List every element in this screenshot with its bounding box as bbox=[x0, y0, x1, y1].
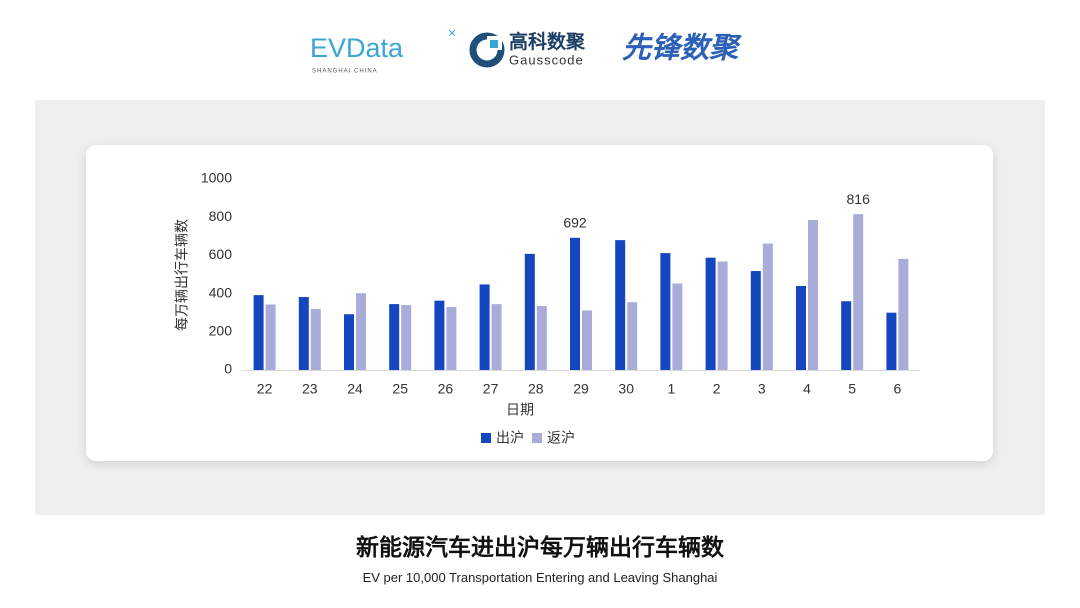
bar bbox=[253, 295, 264, 370]
bar bbox=[570, 237, 580, 370]
data-label: 692 bbox=[563, 215, 587, 231]
bar bbox=[762, 243, 773, 370]
x-tick-label: 22 bbox=[257, 381, 273, 397]
legend-label: 出沪 bbox=[496, 430, 524, 446]
bar bbox=[672, 283, 683, 370]
bar bbox=[265, 304, 276, 370]
bar bbox=[750, 271, 761, 370]
x-tick-label: 26 bbox=[438, 381, 454, 397]
legend-label: 返沪 bbox=[547, 430, 575, 446]
x-axis-label: 日期 bbox=[506, 402, 534, 418]
bar bbox=[705, 257, 716, 370]
bar bbox=[310, 308, 321, 370]
bar bbox=[582, 310, 592, 370]
bar bbox=[853, 214, 864, 370]
y-tick-label: 200 bbox=[209, 323, 233, 339]
bar bbox=[796, 285, 806, 370]
bar bbox=[841, 301, 852, 370]
bar bbox=[491, 304, 502, 370]
bar bbox=[808, 220, 818, 370]
x-tick-label: 3 bbox=[758, 381, 766, 397]
x-tick-label: 6 bbox=[894, 381, 902, 397]
bar bbox=[479, 284, 490, 370]
bar bbox=[401, 305, 412, 370]
x-tick-label: 29 bbox=[573, 381, 589, 397]
bar bbox=[344, 314, 354, 370]
bar bbox=[717, 261, 728, 370]
y-tick-label: 1000 bbox=[201, 170, 232, 186]
x-tick-label: 30 bbox=[618, 381, 634, 397]
logo-bar: EVData × SHANGHAI CHINA 高科数聚 Gausscode 先… bbox=[310, 25, 742, 75]
caption-title: 新能源汽车进出沪每万辆出行车辆数 bbox=[356, 534, 724, 560]
y-axis-label: 每万辆出行车辆数 bbox=[174, 219, 190, 331]
x-tick-label: 4 bbox=[803, 381, 811, 397]
evdata-logo: EVData bbox=[310, 33, 404, 63]
caption-subtitle: EV per 10,000 Transportation Entering an… bbox=[362, 570, 718, 585]
y-tick-label: 800 bbox=[209, 208, 233, 224]
bar bbox=[886, 312, 897, 370]
bar bbox=[524, 253, 535, 370]
bar bbox=[627, 302, 638, 370]
bar bbox=[434, 300, 445, 370]
x-tick-label: 28 bbox=[528, 381, 544, 397]
x-tick-label: 23 bbox=[302, 381, 318, 397]
x-tick-label: 24 bbox=[347, 381, 363, 397]
bar bbox=[446, 306, 457, 370]
gauss-sub: Gausscode bbox=[509, 52, 584, 67]
gauss-icon-dot bbox=[490, 40, 498, 48]
y-tick-label: 0 bbox=[224, 361, 232, 377]
bar bbox=[389, 304, 400, 370]
x-tick-label: 2 bbox=[713, 381, 721, 397]
y-tick-label: 600 bbox=[209, 246, 233, 262]
bar bbox=[660, 253, 671, 370]
x-tick-label: 25 bbox=[392, 381, 408, 397]
x-tick-label: 27 bbox=[483, 381, 499, 397]
gauss-logo: 高科数聚 bbox=[509, 30, 586, 53]
x-tick-label: 5 bbox=[848, 381, 856, 397]
pioneer-logo: 先锋数聚 bbox=[622, 33, 742, 65]
data-label: 816 bbox=[847, 191, 871, 207]
evdata-sub: SHANGHAI CHINA bbox=[312, 69, 378, 75]
legend-swatch bbox=[481, 433, 491, 443]
logo-mark: × bbox=[448, 25, 456, 41]
bar bbox=[356, 293, 366, 370]
bar bbox=[298, 297, 309, 370]
bar bbox=[536, 306, 547, 370]
bar bbox=[615, 240, 626, 370]
y-tick-label: 400 bbox=[209, 284, 233, 300]
x-tick-label: 1 bbox=[668, 381, 676, 397]
bar bbox=[898, 258, 909, 370]
legend-swatch bbox=[532, 433, 542, 443]
